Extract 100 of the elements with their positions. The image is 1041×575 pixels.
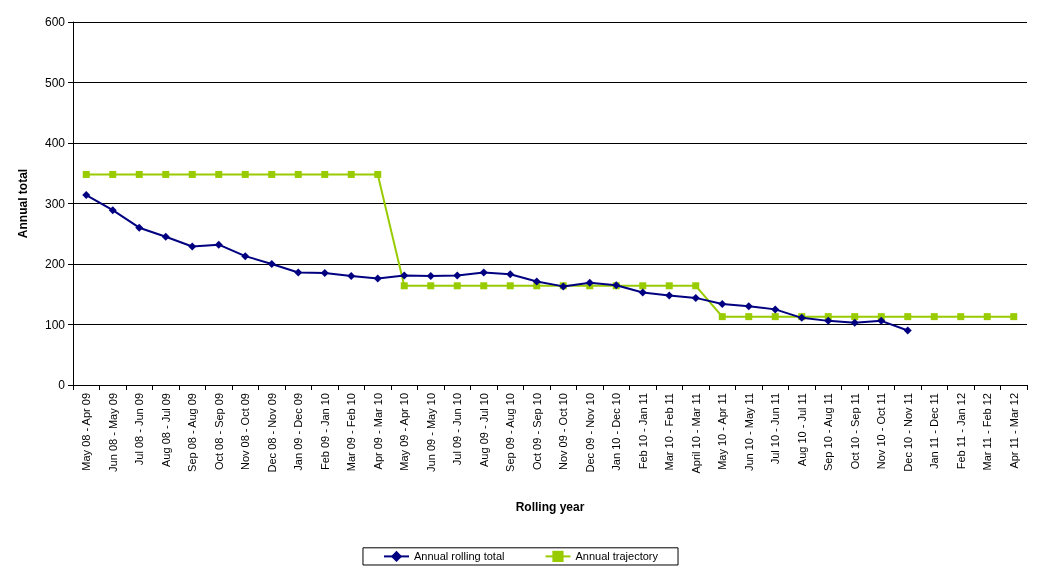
point bbox=[904, 313, 912, 321]
x-tick-label: Jan 10 - Dec 10 bbox=[610, 393, 623, 471]
point bbox=[957, 313, 965, 321]
x-tick-label: Oct 09 - Sep 10 bbox=[530, 393, 543, 471]
point bbox=[426, 272, 435, 281]
point bbox=[188, 242, 197, 251]
point bbox=[321, 170, 329, 178]
x-tick-label: Oct 08 - Sep 09 bbox=[212, 393, 225, 471]
y-tick-label: 400 bbox=[44, 136, 66, 150]
point bbox=[453, 271, 462, 280]
x-tick-label: Jul 10 - Jun 11 bbox=[769, 393, 782, 465]
x-tick-label: Dec 08 - Nov 09 bbox=[265, 393, 278, 473]
x-tick-label: Mar 10 - Feb 11 bbox=[663, 393, 676, 471]
x-tick-label: Oct 10 - Sep 11 bbox=[848, 393, 861, 470]
y-axis-title: Annual total bbox=[16, 168, 30, 239]
point bbox=[480, 282, 488, 290]
point bbox=[851, 313, 859, 321]
x-tick-label: Dec 09 - Nov 10 bbox=[583, 393, 596, 473]
point bbox=[585, 278, 594, 287]
point bbox=[347, 272, 356, 281]
point bbox=[214, 240, 223, 249]
y-tick-label: 200 bbox=[44, 257, 66, 271]
y-tick-label: 300 bbox=[44, 196, 66, 211]
point bbox=[665, 282, 673, 290]
y-tick-label: 600 bbox=[44, 15, 66, 29]
point bbox=[400, 282, 408, 290]
x-tick-label: Mar 11 - Feb 12 bbox=[981, 393, 994, 471]
point bbox=[771, 305, 780, 314]
x-tick-label: April 10 - Mar 11 bbox=[689, 393, 702, 474]
x-tick-label: Feb 10 - Jan 11 bbox=[636, 393, 649, 470]
point bbox=[506, 282, 514, 290]
x-tick-label: Jun 09 - May 10 bbox=[424, 393, 437, 472]
point bbox=[268, 170, 276, 178]
point bbox=[82, 170, 90, 178]
point bbox=[479, 268, 488, 277]
point bbox=[744, 302, 753, 311]
point bbox=[294, 170, 302, 178]
point bbox=[930, 313, 938, 321]
point bbox=[267, 260, 276, 268]
x-tick-label: Feb 11 - Jan 12 bbox=[954, 393, 967, 470]
x-tick-label: Sep 09 - Aug 10 bbox=[504, 393, 517, 472]
point bbox=[639, 282, 647, 290]
point bbox=[400, 271, 409, 280]
y-tick-label: 100 bbox=[44, 317, 66, 332]
point bbox=[877, 316, 886, 325]
x-tick-label: Jun 10 - May 11 bbox=[742, 393, 755, 472]
point bbox=[320, 269, 329, 278]
x-tick-label: Dec 10 - Nov 11 bbox=[901, 393, 914, 472]
point bbox=[692, 282, 700, 290]
point bbox=[665, 291, 674, 300]
point bbox=[771, 313, 779, 321]
point bbox=[850, 318, 859, 327]
point bbox=[718, 299, 727, 308]
point bbox=[903, 326, 912, 335]
y-tick-label: 0 bbox=[58, 378, 66, 392]
x-tick-label: Jan 09 - Dec 09 bbox=[292, 393, 305, 471]
x-tick-label: Aug 08 - Jul 09 bbox=[159, 393, 172, 467]
point bbox=[135, 223, 144, 232]
x-tick-label: Sep 08 - Aug 09 bbox=[186, 393, 199, 472]
point bbox=[215, 170, 223, 178]
x-tick-label: Aug 09 - Jul 10 bbox=[477, 393, 490, 467]
x-tick-label: Nov 09 - Oct 10 bbox=[557, 393, 570, 471]
point bbox=[188, 170, 196, 178]
x-tick-label: Jul 09 - Jun 10 bbox=[451, 393, 464, 466]
x-axis-title: Rolling year bbox=[515, 500, 585, 514]
point bbox=[108, 206, 117, 215]
point bbox=[294, 268, 303, 277]
point bbox=[347, 170, 355, 178]
x-tick-label: Sep 10 - Aug 11 bbox=[822, 393, 835, 472]
x-tick-label: Jan 11 - Dec 11 bbox=[928, 393, 941, 470]
x-tick-label: Nov 10 - Oct 11 bbox=[875, 393, 888, 470]
point bbox=[135, 170, 143, 178]
point bbox=[718, 313, 726, 321]
x-tick-label: May 08 - Apr 09 bbox=[80, 393, 93, 471]
x-tick-label: Apr 09 - Mar 10 bbox=[371, 393, 384, 470]
x-tick-label: Feb 09 - Jan 10 bbox=[318, 393, 331, 471]
point bbox=[161, 232, 170, 241]
point bbox=[638, 288, 647, 297]
x-tick-label: Mar 09 - Feb 10 bbox=[345, 393, 358, 472]
x-tick-label: Aug 10 - Jul 11 bbox=[795, 393, 808, 467]
point bbox=[162, 170, 170, 178]
point bbox=[241, 252, 250, 261]
point bbox=[82, 191, 91, 200]
point bbox=[1010, 313, 1018, 321]
legend-label: Annual trajectory bbox=[575, 550, 659, 563]
x-tick-label: Nov 08 - Oct 09 bbox=[239, 393, 252, 471]
x-tick-label: May 10 - Apr 11 bbox=[716, 393, 729, 470]
point bbox=[983, 313, 991, 321]
point bbox=[109, 170, 117, 178]
y-tick-label: 500 bbox=[44, 75, 66, 90]
point bbox=[506, 270, 515, 279]
point bbox=[691, 293, 700, 302]
point bbox=[427, 282, 435, 290]
point bbox=[241, 170, 249, 178]
x-tick-label: Jun 08 - May 09 bbox=[106, 393, 119, 472]
x-tick-label: May 09 - Apr 10 bbox=[398, 393, 411, 471]
point bbox=[532, 277, 541, 286]
point bbox=[824, 316, 833, 325]
x-tick-label: Jul 08 - Jun 09 bbox=[133, 393, 146, 466]
point bbox=[745, 313, 753, 321]
